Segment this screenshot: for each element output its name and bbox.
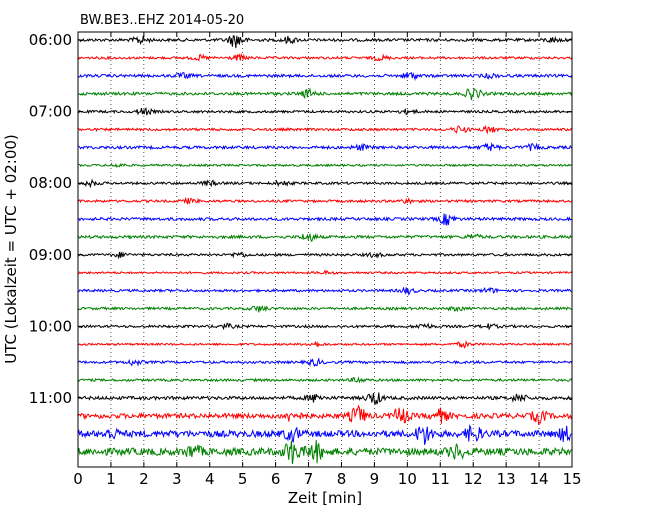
x-tick-label: 5 [238,470,248,488]
y-axis-label: UTC (Lokalzeit = UTC + 02:00) [2,134,20,364]
x-tick-label: 0 [73,470,83,488]
trace-row-11:45 [78,439,572,465]
trace-row-07:45 [78,162,572,168]
trace-row-11:30 [78,424,572,445]
x-tick-label: 15 [562,470,581,488]
y-tick-label: 07:00 [29,103,72,121]
x-tick-label: 13 [497,470,516,488]
trace-row-09:00 [78,251,572,260]
x-tick-label: 2 [139,470,149,488]
x-tick-label: 11 [431,470,450,488]
y-axis-ticks: 06:00 07:00 08:00 09:00 10:00 11:00 [29,31,572,407]
trace-row-07:00 [78,106,572,116]
trace-row-07:15 [78,124,572,135]
trace-row-10:45 [78,376,572,384]
chart-title: BW.BE3..EHZ 2014-05-20 [80,13,244,28]
trace-row-07:30 [78,141,572,152]
x-tick-label: 1 [106,470,116,488]
trace-row-06:45 [78,87,572,101]
x-tick-label: 8 [337,470,347,488]
trace-row-08:45 [78,232,572,243]
trace-row-06:00 [78,35,572,49]
x-tick-label: 10 [398,470,417,488]
x-tick-label: 7 [304,470,314,488]
trace-row-09:15 [78,269,572,276]
trace-row-10:00 [78,322,572,331]
trace-row-08:15 [78,196,572,206]
trace-row-11:00 [78,392,572,405]
vertical-grid [110,32,540,467]
trace-rows [78,35,572,465]
trace-row-09:45 [78,305,572,313]
trace-row-08:00 [78,178,572,189]
y-tick-label: 11:00 [29,389,72,407]
x-tick-label: 12 [464,470,483,488]
x-tick-label: 9 [370,470,380,488]
x-tick-label: 3 [172,470,182,488]
trace-row-10:15 [78,339,572,349]
y-tick-label: 09:00 [29,246,72,264]
x-tick-label: 4 [205,470,215,488]
y-tick-label: 10:00 [29,317,72,335]
trace-row-08:30 [78,213,572,226]
y-tick-label: 06:00 [29,31,72,49]
x-axis-ticks: 0 1 2 3 4 5 6 7 8 9 10 11 12 13 14 15 [73,32,582,488]
trace-row-06:30 [78,72,572,82]
x-tick-label: 14 [530,470,549,488]
trace-row-11:15 [78,404,572,426]
x-axis-label: Zeit [min] [288,489,362,507]
plot-frame [77,31,573,468]
y-tick-label: 08:00 [29,174,72,192]
trace-row-10:30 [78,357,572,368]
trace-row-09:30 [78,286,572,296]
x-tick-label: 6 [271,470,281,488]
trace-row-06:15 [78,52,572,62]
